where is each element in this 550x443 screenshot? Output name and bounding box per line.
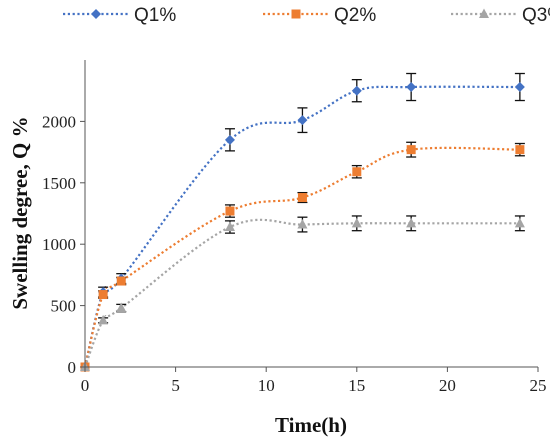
data-point-3: [351, 217, 362, 228]
y-ticks: 0 500 1000 1500 2000: [42, 112, 85, 377]
legend-label: Q1%: [134, 5, 176, 26]
data-point-3: [406, 217, 417, 228]
legend-label: Q2%: [334, 5, 376, 26]
x-tick-label: 15: [348, 376, 365, 395]
x-tick-label: 0: [81, 376, 90, 395]
y-axis-title: Swelling degree, Q %: [8, 116, 32, 309]
data-point-1: [514, 82, 525, 93]
y-tick-label: 1500: [42, 174, 76, 193]
legend-entry-2: Q2%: [263, 5, 376, 26]
x-tick-label: 5: [171, 376, 180, 395]
y-tick-label: 1000: [42, 235, 76, 254]
error-bars: [98, 72, 525, 324]
data-point-1: [351, 85, 362, 96]
series-line-3: [83, 218, 520, 368]
data-point-2: [116, 276, 126, 286]
legend-label: Q3%: [522, 5, 550, 26]
data-point-2: [225, 206, 235, 216]
data-point-1: [224, 134, 235, 145]
y-tick-label: 2000: [42, 112, 76, 131]
legend-entry-1: Q1%: [63, 5, 176, 26]
data-point-2: [98, 290, 108, 300]
legend-marker: [291, 9, 301, 19]
legend-entry-3: Q3%: [451, 5, 550, 26]
legend-marker: [91, 9, 101, 19]
data-point-1: [297, 115, 308, 126]
x-axis-title: Time(h): [275, 413, 347, 437]
x-ticks: 0 5 10 15 20 25: [81, 367, 547, 395]
x-tick-label: 20: [439, 376, 456, 395]
legend: Q1% Q2% Q3%: [63, 5, 550, 26]
data-point-3: [116, 302, 127, 313]
data-point-3: [98, 314, 109, 325]
data-point-3: [514, 217, 525, 228]
legend-marker: [479, 8, 489, 18]
data-point-2: [352, 167, 362, 177]
series-line-2: [83, 146, 520, 368]
data-point-1: [406, 82, 417, 93]
y-tick-label: 0: [68, 358, 77, 377]
data-point-3: [297, 219, 308, 229]
axes: [84, 60, 538, 368]
y-tick-label: 500: [51, 297, 77, 316]
data-point-2: [515, 145, 525, 155]
data-point-3: [224, 221, 235, 232]
data-point-2: [406, 145, 416, 155]
x-tick-label: 25: [530, 376, 547, 395]
x-tick-label: 10: [258, 376, 275, 395]
data-point-2: [297, 193, 307, 203]
